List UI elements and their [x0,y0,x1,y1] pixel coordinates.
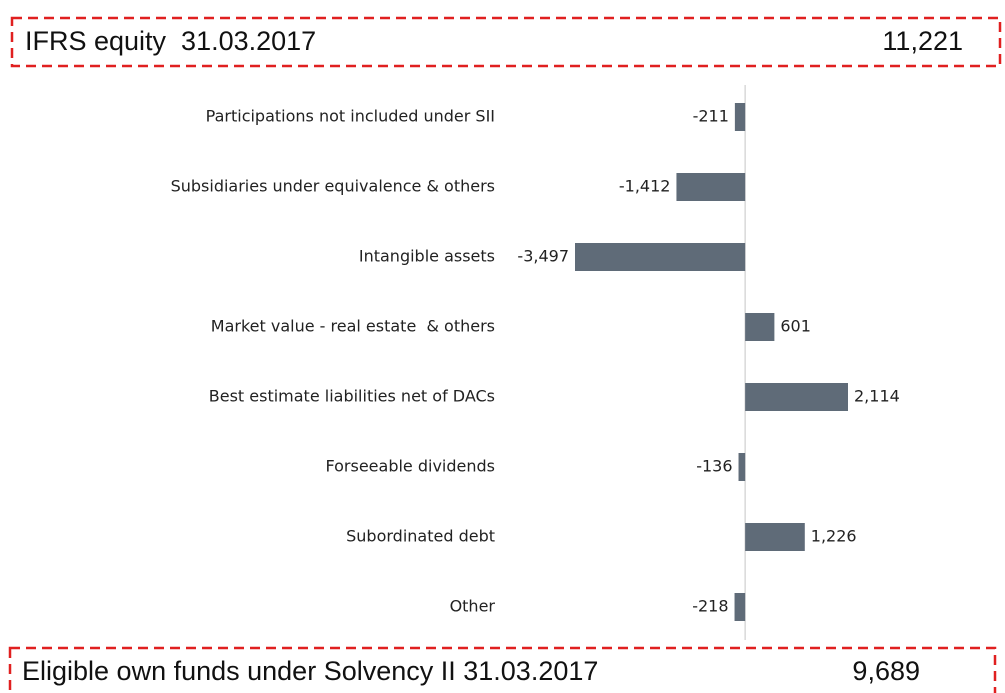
footer-amount: 9,689 [852,656,920,686]
value-label: -136 [696,457,732,476]
category-label: Intangible assets [359,247,495,266]
header-label: IFRS equity 31.03.2017 [25,26,316,56]
bar [734,593,746,621]
value-label: 601 [780,317,811,336]
category-label: Other [450,597,496,616]
bar [745,313,775,341]
category-label: Market value - real estate & others [211,317,495,336]
bar [738,453,746,481]
bar [676,173,746,201]
value-label: -3,497 [517,247,569,266]
header-amount: 11,221 [882,26,963,56]
value-label: -211 [693,107,729,126]
header-box [10,16,1002,68]
value-label: -1,412 [619,177,671,196]
footer-box [8,646,997,693]
bar [745,383,848,411]
bar [575,243,746,271]
category-label: Forseeable dividends [325,457,495,476]
value-label: -218 [692,597,728,616]
bar [745,523,805,551]
category-label: Participations not included under SII [206,107,495,126]
value-label: 1,226 [811,527,857,546]
category-label: Subordinated debt [346,527,495,546]
category-label: Subsidiaries under equivalence & others [171,177,495,196]
bar [734,103,746,131]
category-label: Best estimate liabilities net of DACs [209,387,495,406]
footer-label: Eligible own funds under Solvency II 31.… [22,656,598,686]
value-label: 2,114 [854,387,900,406]
